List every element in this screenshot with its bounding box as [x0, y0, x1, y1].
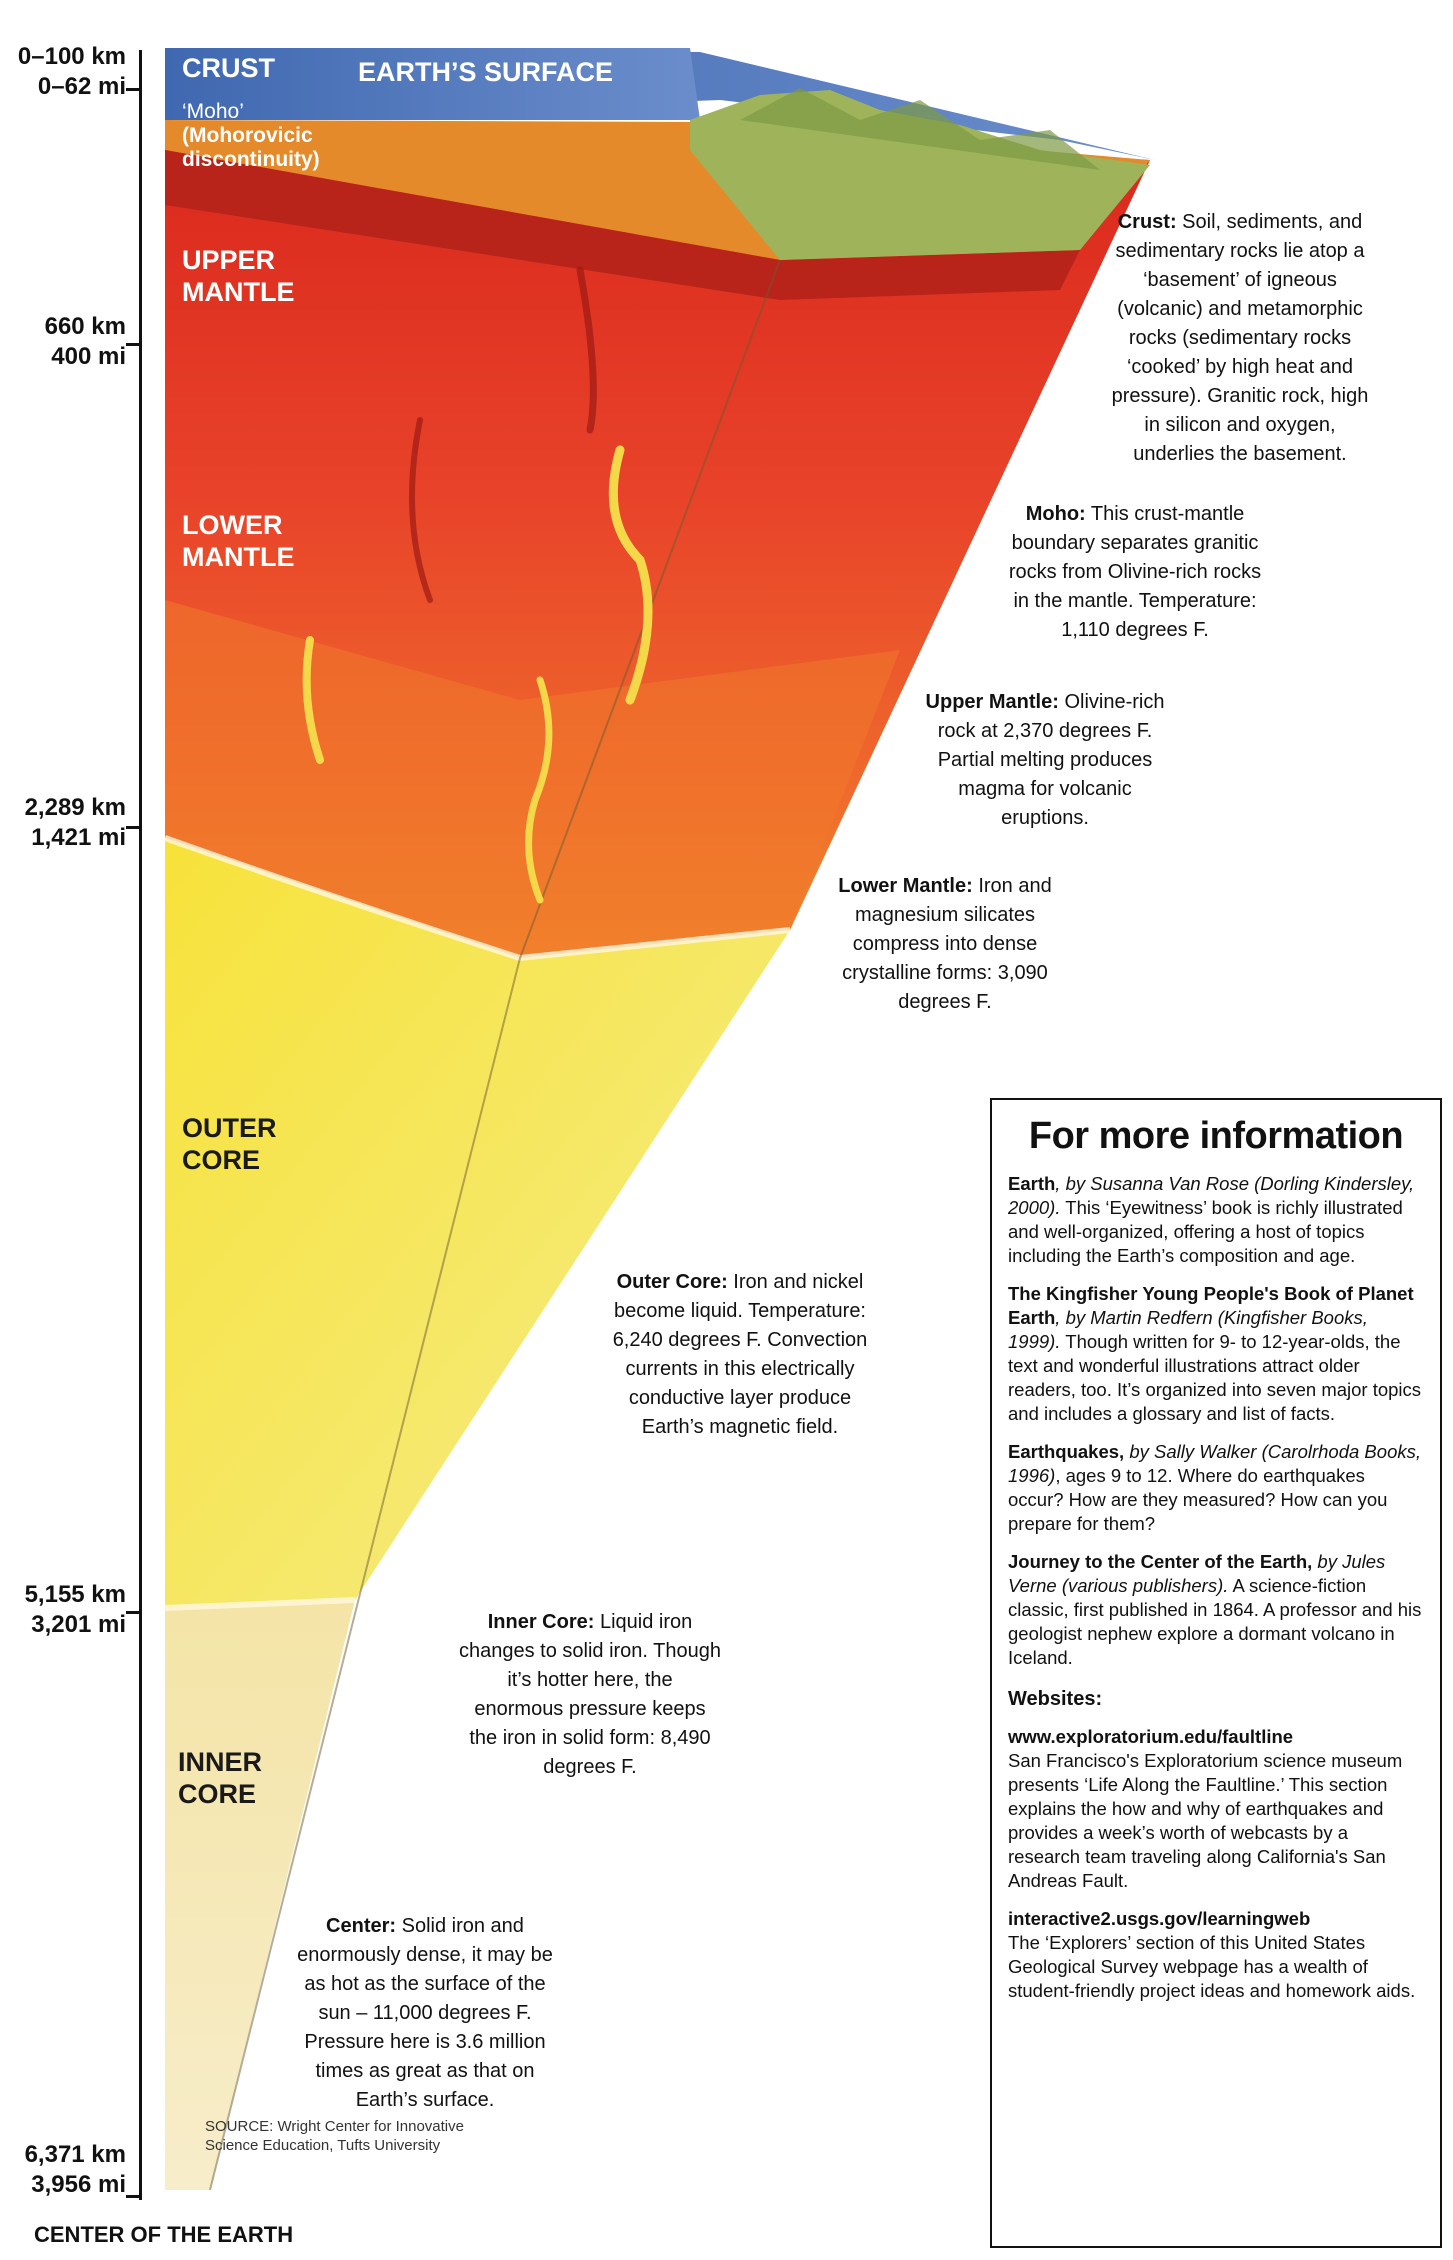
terrain-region — [690, 90, 1150, 260]
source-credit: SOURCE: Wright Center for Innovative Scie… — [205, 2118, 464, 2154]
center-of-earth-label: CENTER OF THE EARTH — [34, 2222, 294, 2247]
depth-tick — [126, 2195, 140, 2198]
depth-marker-crust: 0–100 km 0–62 mi — [17, 43, 126, 100]
layer-label-moho: ‘Moho’ (Mohorovicic discontinuity) — [182, 100, 320, 171]
layer-label-inner-core: INNER CORE — [178, 1747, 263, 1809]
depth-tick — [126, 343, 140, 346]
website-entry: interactive2.usgs.gov/learningweb The ‘E… — [1008, 1907, 1424, 2003]
note-center: Center: Solid iron and enormously dense,… — [297, 1915, 553, 2111]
note-crust: Crust: Soil, sediments, and sedimentary … — [1111, 211, 1369, 465]
depth-tick — [126, 88, 140, 91]
depth-marker-outer-core: 5,155 km 3,201 mi — [24, 1581, 126, 1638]
depth-axis — [139, 50, 142, 2200]
website-link[interactable]: interactive2.usgs.gov/learningweb — [1008, 1908, 1311, 1929]
more-info-box: For more information Earth, by Susanna V… — [990, 1098, 1442, 2248]
info-heading: For more information — [1028, 1115, 1404, 1157]
book-entry: Earthquakes, by Sally Walker (Carolrhoda… — [1008, 1441, 1421, 1534]
layer-label-outer-core: OUTER CORE — [182, 1113, 277, 1175]
note-upper-mantle: Upper Mantle: Olivine-rich rock at 2,370… — [925, 691, 1165, 829]
layer-label-lower-mantle: LOWER MANTLE — [182, 510, 295, 572]
layer-label-surface: EARTH’S SURFACE — [358, 57, 614, 87]
moho-band — [165, 150, 1080, 300]
inner-core-region — [165, 1600, 355, 2190]
book-entry: The Kingfisher Young People's Book of Pl… — [1008, 1283, 1422, 1424]
depth-marker-upper-mantle: 660 km 400 mi — [44, 313, 126, 370]
website-entry: www.exploratorium.edu/faultline San Fran… — [1008, 1725, 1424, 1893]
layer-label-upper-mantle: UPPER MANTLE — [182, 245, 295, 307]
websites-heading: Websites: — [1008, 1688, 1103, 1710]
outer-core-region — [165, 838, 790, 1608]
note-outer-core: Outer Core: Iron and nickel become liqui… — [612, 1271, 868, 1438]
depth-marker-lower-mantle: 2,289 km 1,421 mi — [24, 794, 126, 851]
note-moho: Moho: This crust-mantle boundary separat… — [1008, 503, 1262, 641]
note-inner-core: Inner Core: Liquid iron changes to solid… — [458, 1611, 722, 1778]
website-link[interactable]: www.exploratorium.edu/faultline — [1008, 1726, 1294, 1747]
book-entry: Journey to the Center of the Earth, by J… — [1008, 1551, 1422, 1668]
depth-tick — [126, 1611, 140, 1614]
book-entry: Earth, by Susanna Van Rose (Dorling Kind… — [1008, 1173, 1415, 1266]
depth-marker-center: 6,371 km 3,956 mi — [24, 2141, 126, 2198]
depth-tick — [126, 826, 140, 829]
layer-label-crust: CRUST — [182, 53, 275, 83]
note-lower-mantle: Lower Mantle: Iron and magnesium silicat… — [838, 875, 1052, 1013]
